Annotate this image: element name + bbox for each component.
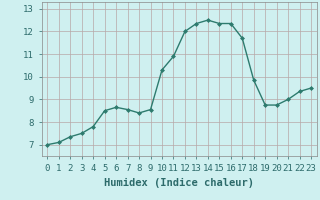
- X-axis label: Humidex (Indice chaleur): Humidex (Indice chaleur): [104, 178, 254, 188]
